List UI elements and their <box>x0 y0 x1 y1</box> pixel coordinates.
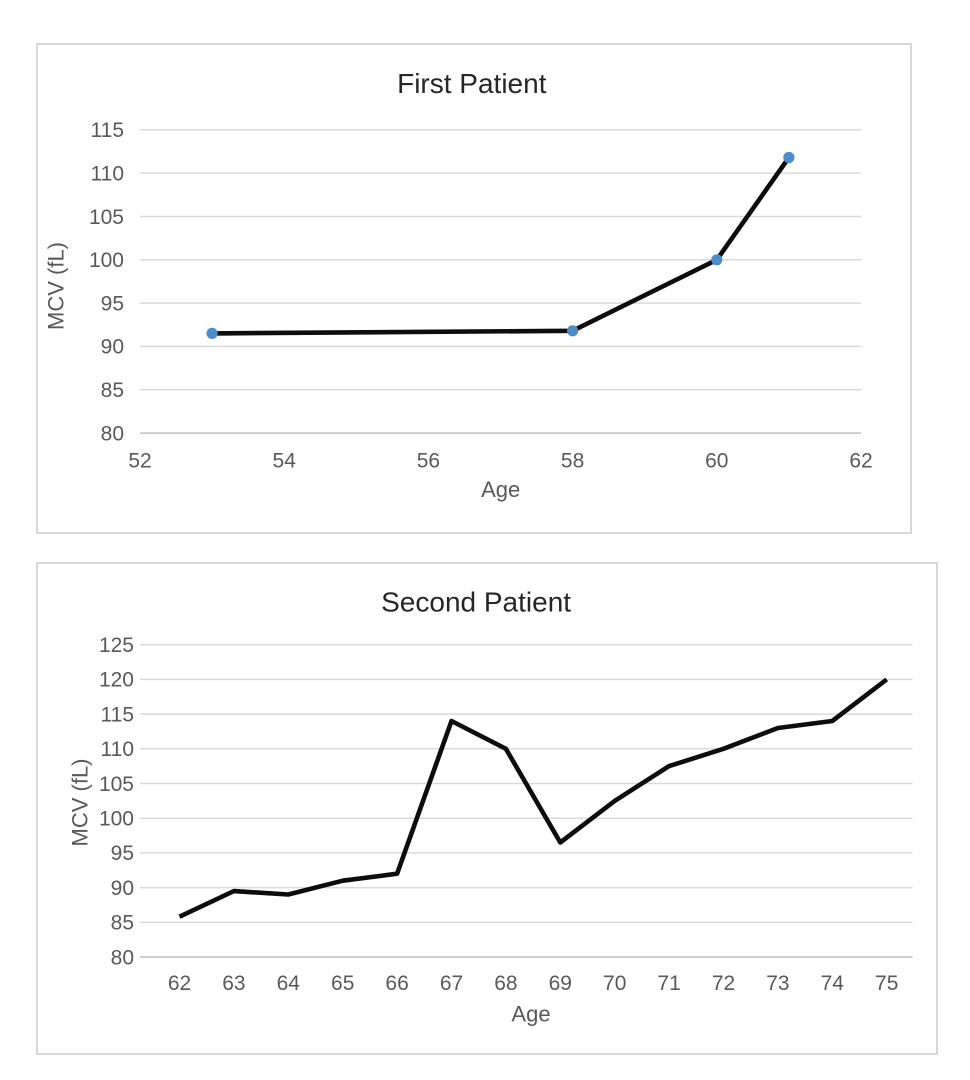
svg-text:56: 56 <box>417 450 440 473</box>
svg-text:Age: Age <box>511 1002 550 1027</box>
svg-text:74: 74 <box>821 972 845 995</box>
svg-text:65: 65 <box>331 972 354 995</box>
svg-text:110: 110 <box>101 738 134 761</box>
svg-text:First Patient: First Patient <box>397 68 547 99</box>
svg-text:110: 110 <box>91 162 124 185</box>
svg-text:80: 80 <box>101 422 124 445</box>
svg-text:90: 90 <box>111 877 134 900</box>
svg-text:Age: Age <box>481 477 520 502</box>
svg-text:80: 80 <box>111 946 134 969</box>
svg-text:90: 90 <box>101 336 124 359</box>
svg-text:95: 95 <box>111 842 134 865</box>
svg-text:63: 63 <box>222 972 245 995</box>
svg-text:85: 85 <box>111 912 134 935</box>
svg-text:66: 66 <box>385 972 408 995</box>
svg-text:60: 60 <box>705 450 728 473</box>
svg-text:100: 100 <box>89 249 124 272</box>
svg-text:73: 73 <box>766 972 789 995</box>
svg-text:120: 120 <box>99 669 134 692</box>
svg-text:58: 58 <box>561 450 584 473</box>
svg-text:62: 62 <box>849 450 872 473</box>
svg-text:52: 52 <box>128 450 151 473</box>
svg-text:MCV (fL): MCV (fL) <box>68 759 93 847</box>
svg-text:100: 100 <box>99 808 134 831</box>
svg-text:115: 115 <box>91 119 124 142</box>
svg-text:72: 72 <box>712 972 735 995</box>
svg-text:64: 64 <box>277 972 301 995</box>
svg-text:85: 85 <box>101 379 124 402</box>
svg-text:67: 67 <box>440 972 463 995</box>
svg-text:95: 95 <box>101 292 124 315</box>
svg-text:105: 105 <box>99 773 134 796</box>
svg-text:105: 105 <box>89 206 124 229</box>
svg-text:115: 115 <box>101 703 134 726</box>
svg-text:MCV (fL): MCV (fL) <box>44 242 69 330</box>
svg-text:69: 69 <box>549 972 572 995</box>
svg-text:Second Patient: Second Patient <box>381 587 571 618</box>
svg-text:70: 70 <box>603 972 626 995</box>
svg-text:71: 71 <box>657 972 680 995</box>
svg-text:62: 62 <box>168 972 191 995</box>
svg-text:125: 125 <box>99 634 134 657</box>
svg-text:68: 68 <box>494 972 517 995</box>
svg-text:54: 54 <box>273 450 297 473</box>
svg-text:75: 75 <box>875 972 898 995</box>
